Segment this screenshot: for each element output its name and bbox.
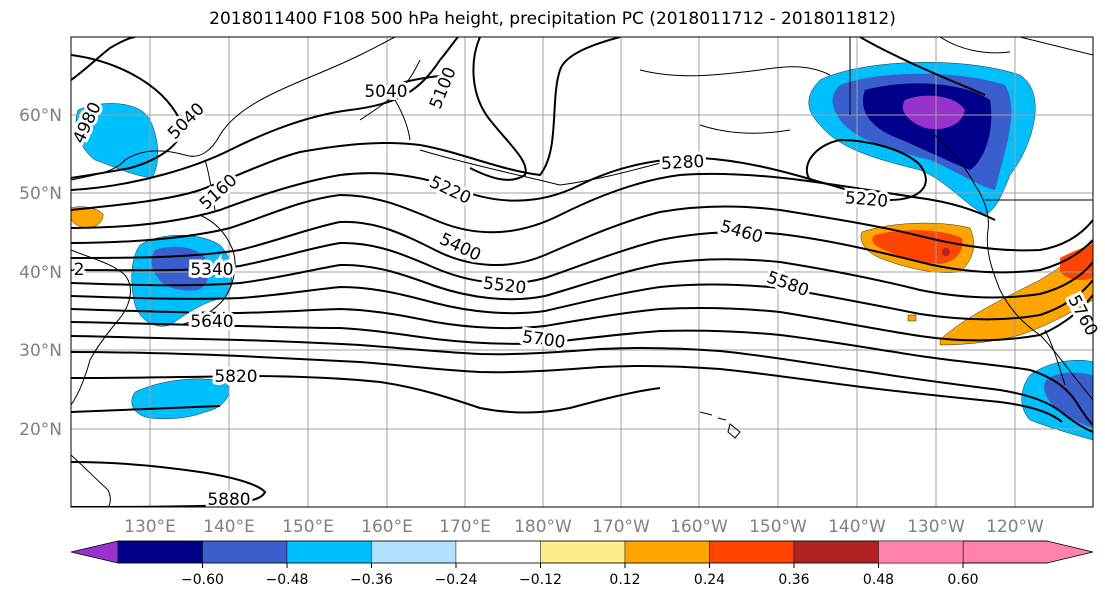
colorbar-extend-low: [70, 540, 119, 564]
map-title: 2018011400 F108 500 hPa height, precipit…: [209, 9, 896, 29]
colorbar-tick-label: 0.12: [609, 572, 640, 588]
coast-hawaii: [699, 411, 741, 439]
colorbar-tick-label: −0.12: [519, 572, 562, 588]
colorbar-bin: [878, 540, 964, 564]
contour-5040-north: [379, 75, 441, 91]
contour-label: 5640: [190, 312, 233, 332]
colorbar-tick-label: −0.60: [181, 572, 224, 588]
colorbar-bin: [117, 540, 203, 564]
contour-5700: [71, 335, 1093, 433]
contour-5100: [71, 37, 527, 191]
lon-label: 150°E: [282, 517, 334, 537]
contour-5820: [71, 374, 661, 414]
precip-ne-pacific-pos-peak: [942, 248, 950, 256]
lat-label: 60°N: [19, 106, 62, 126]
contour-5340: [71, 205, 1093, 267]
lon-axis-labels: 130°E 140°E 150°E 160°E 170°E 180°W 170°…: [124, 517, 1044, 537]
lat-label: 50°N: [19, 184, 62, 204]
colorbar-bin: [286, 540, 372, 564]
lon-label: 160°E: [361, 517, 413, 537]
precip-mexico-mid: [1044, 372, 1093, 428]
colorbar-tick-label: 0.36: [778, 572, 809, 588]
lat-label: 40°N: [19, 263, 62, 283]
colorbar: −0.60 −0.48 −0.36 −0.24 −0.12 0.12 0.24 …: [70, 540, 1094, 588]
lon-label: 120°W: [986, 517, 1044, 537]
contour-label: 5820: [214, 367, 257, 387]
coast-kamchatka: [359, 59, 421, 141]
coast-japan: [179, 214, 236, 326]
coast-siberia: [71, 37, 396, 181]
contour-5520: [71, 279, 1093, 321]
coast-philippines: [71, 454, 111, 507]
coast-baja: [1044, 329, 1066, 386]
colorbar-tick-label: 0.48: [863, 572, 894, 588]
lon-label: 180°W: [514, 517, 572, 537]
colorbar-bin: [455, 540, 541, 564]
contour-label: 5040: [364, 82, 407, 102]
colorbar-tick-label: 0.60: [947, 572, 978, 588]
colorbar-bin: [793, 540, 879, 564]
colorbar-tick-label: −0.24: [435, 572, 478, 588]
precip-gulf-alaska-core: [902, 95, 965, 130]
contour-label: 5340: [190, 260, 233, 280]
contour-5460: [71, 258, 1093, 301]
coastlines: [71, 37, 1093, 507]
lat-axis-labels: 60°N 50°N 40°N 30°N 20°N: [19, 106, 62, 440]
contour-label: 2: [74, 260, 85, 280]
contour-5640: [71, 321, 1093, 426]
colorbar-tick-label: −0.48: [266, 572, 309, 588]
precip-japan-mid: [151, 246, 210, 291]
lat-label: 20°N: [19, 420, 62, 440]
coast-na-west: [934, 134, 1093, 401]
colorbar-tick-label: 0.24: [694, 572, 725, 588]
precip-ne-pacific-pos-core: [872, 230, 963, 264]
colorbar-bin: [371, 540, 457, 564]
lon-label: 160°W: [670, 517, 728, 537]
contour-label: 5220: [844, 188, 889, 212]
colorbar-bin: [624, 540, 710, 564]
contour-5760: [71, 351, 1063, 423]
lon-label: 150°W: [749, 517, 807, 537]
contour-5160: [71, 37, 621, 211]
lat-label: 30°N: [19, 341, 62, 361]
contour-label: 5280: [661, 152, 705, 174]
lon-label: 140°W: [828, 517, 886, 537]
colorbar-ticks: [202, 563, 964, 568]
lon-label: 140°E: [203, 517, 255, 537]
contour-5280: [71, 159, 996, 244]
map-frame: [70, 36, 1094, 508]
colorbar-extend-high: [962, 540, 1094, 564]
colorbar-tick-label: −0.36: [350, 572, 393, 588]
colorbar-bin: [540, 540, 626, 564]
contour-4980: [71, 37, 136, 81]
colorbar-bin: [709, 540, 795, 564]
contour-5580: [71, 294, 1093, 342]
coast-canada-arctic: [939, 37, 1093, 56]
colorbar-bin: [202, 540, 288, 564]
lon-label: 170°E: [439, 517, 491, 537]
lon-label: 130°W: [907, 517, 965, 537]
contour-label: 5880: [207, 490, 250, 510]
contour-5400: [71, 231, 1093, 285]
contour-5220: [71, 37, 986, 229]
height-contours: [71, 37, 1093, 507]
precip-shading: [71, 62, 1093, 441]
precip-small-pos: [907, 314, 917, 322]
coast-aleutians: [419, 149, 681, 186]
contour-5040-west: [71, 54, 183, 179]
lon-label: 170°W: [592, 517, 650, 537]
coast-alaska: [639, 66, 831, 134]
lon-label: 130°E: [124, 517, 176, 537]
coast-korea-china: [71, 249, 131, 406]
graticule: [71, 37, 1093, 507]
